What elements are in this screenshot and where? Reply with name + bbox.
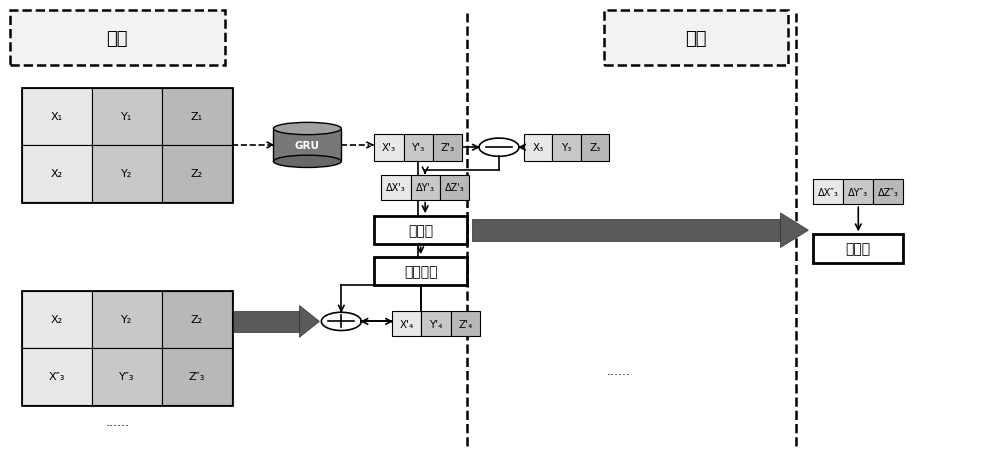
Bar [374, 134, 403, 162]
Bar [374, 217, 467, 245]
Bar [162, 348, 232, 405]
Text: Y₂: Y₂ [121, 315, 133, 324]
Text: Z″₃: Z″₃ [189, 372, 205, 381]
Bar [410, 175, 440, 200]
Text: 反量化器: 反量化器 [404, 265, 437, 278]
Bar [813, 180, 843, 205]
Text: Y₂: Y₂ [121, 169, 133, 179]
Text: X'₄: X'₄ [400, 319, 414, 329]
Text: Z'₃: Z'₃ [440, 143, 454, 153]
Bar [234, 311, 299, 332]
Bar [873, 180, 903, 205]
Polygon shape [780, 213, 808, 248]
Text: 熵编码: 熵编码 [845, 242, 871, 256]
Text: 量化器: 量化器 [408, 224, 433, 238]
Bar [524, 134, 552, 162]
Text: X₂: X₂ [51, 315, 63, 324]
Bar [22, 291, 232, 405]
Text: GRU: GRU [294, 141, 320, 151]
Bar [162, 146, 232, 202]
Text: Y″₃: Y″₃ [119, 372, 135, 381]
Text: X₃: X₃ [533, 143, 544, 153]
Text: ......: ...... [607, 364, 631, 377]
Text: Z₁: Z₁ [191, 112, 203, 122]
Text: ......: ...... [106, 415, 130, 428]
Bar [843, 180, 873, 205]
Bar [92, 146, 162, 202]
Text: Z'₄: Z'₄ [458, 319, 472, 329]
Text: ΔX″₃: ΔX″₃ [818, 187, 838, 197]
Bar [403, 134, 433, 162]
Bar [813, 235, 903, 263]
Bar [433, 134, 462, 162]
Bar [10, 11, 225, 66]
Text: Y'₄: Y'₄ [429, 319, 443, 329]
Text: Z₂: Z₂ [191, 169, 203, 179]
Text: ΔY″₃: ΔY″₃ [848, 187, 868, 197]
Bar [22, 89, 92, 146]
Text: X'₃: X'₃ [382, 143, 396, 153]
Bar [381, 175, 410, 200]
Text: ΔZ″₃: ΔZ″₃ [878, 187, 898, 197]
Bar [22, 146, 92, 202]
Text: ΔX'₃: ΔX'₃ [386, 183, 406, 192]
Text: Z₂: Z₂ [191, 315, 203, 324]
Ellipse shape [273, 123, 341, 136]
Bar [581, 134, 609, 162]
Bar [92, 89, 162, 146]
Text: Z₃: Z₃ [589, 143, 600, 153]
Bar [273, 129, 341, 162]
Text: Y₃: Y₃ [561, 143, 572, 153]
Bar [22, 348, 92, 405]
Text: Y₁: Y₁ [121, 112, 133, 122]
Bar [440, 175, 469, 200]
Ellipse shape [273, 156, 341, 168]
Bar [374, 258, 467, 286]
Text: X₁: X₁ [51, 112, 63, 122]
Text: Y'₃: Y'₃ [411, 143, 425, 153]
Bar [162, 291, 232, 348]
Polygon shape [299, 306, 319, 338]
Bar [472, 219, 780, 242]
Bar [162, 89, 232, 146]
Text: ΔY'₃: ΔY'₃ [415, 183, 435, 192]
Text: X″₃: X″₃ [49, 372, 65, 381]
Bar [392, 312, 421, 337]
Bar [552, 134, 581, 162]
Bar [92, 291, 162, 348]
Bar [92, 348, 162, 405]
Text: ΔZ'₃: ΔZ'₃ [444, 183, 464, 192]
Text: 标签: 标签 [686, 30, 707, 48]
Bar [22, 291, 92, 348]
Bar [421, 312, 451, 337]
Bar [451, 312, 480, 337]
Text: X₂: X₂ [51, 169, 63, 179]
Bar [22, 89, 232, 202]
Bar [604, 11, 788, 66]
Text: 数据: 数据 [107, 30, 128, 48]
